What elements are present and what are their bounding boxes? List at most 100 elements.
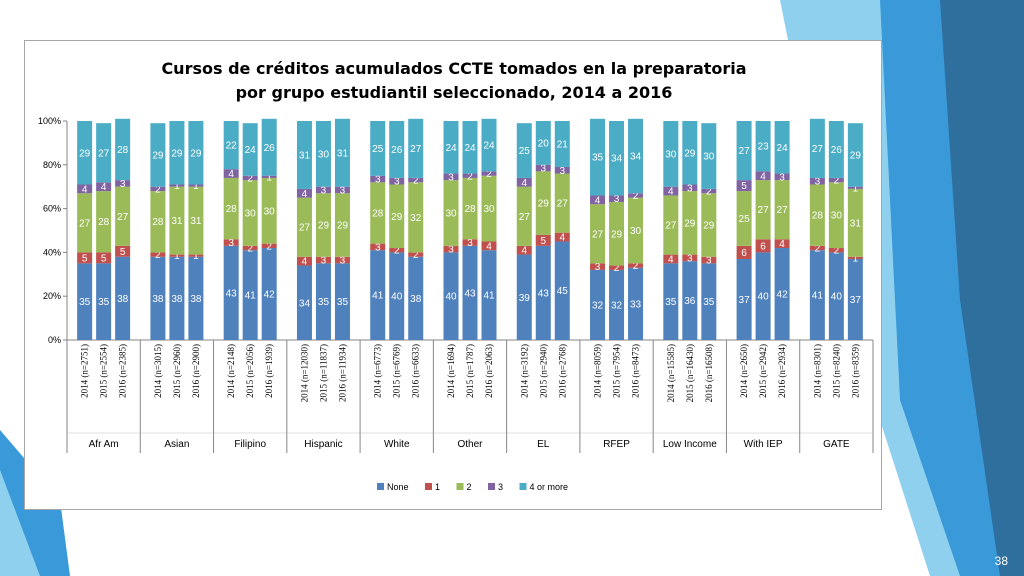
x-tick-label: 2014 (n=3192) — [519, 344, 529, 398]
bar-segment — [242, 245, 258, 251]
category-label: Filipino — [234, 439, 266, 450]
data-label: 1 — [193, 181, 199, 192]
y-tick-label: 100% — [38, 116, 61, 126]
bar-segment — [554, 232, 570, 242]
bar-segment — [242, 180, 258, 246]
data-label: 29 — [684, 218, 696, 229]
bar-segment — [609, 195, 625, 203]
data-label: 27 — [758, 205, 770, 216]
x-tick-label: 2016 (n=16508) — [704, 344, 714, 402]
bar-segment — [535, 171, 551, 235]
deco-shape-right-dark — [940, 0, 1024, 576]
bar-segment — [774, 248, 790, 340]
bar-segment — [115, 256, 131, 340]
data-label: 40 — [391, 292, 403, 303]
bar-segment — [261, 248, 277, 340]
data-label: 3 — [394, 177, 400, 188]
data-label: 3 — [120, 179, 126, 190]
data-label: 33 — [630, 299, 642, 310]
bar-segment — [443, 173, 459, 181]
data-label: 27 — [519, 212, 531, 223]
bar-segment — [150, 256, 166, 340]
x-tick-label: 2014 (n=15585) — [666, 344, 676, 402]
bar-segment — [334, 193, 350, 257]
bar-segment — [701, 123, 717, 189]
x-tick-label: 2016 (n=2385) — [118, 344, 128, 398]
data-label: 35 — [318, 297, 330, 308]
data-label: 40 — [445, 292, 457, 303]
data-label: 24 — [483, 141, 495, 152]
data-label: 4 — [521, 246, 527, 257]
x-tick-label: 2015 (n=2942) — [758, 344, 768, 398]
legend-swatch — [488, 483, 495, 490]
data-label: 34 — [611, 154, 623, 165]
bar-segment — [334, 256, 350, 264]
bar-segment — [408, 252, 424, 257]
bar-segment — [535, 245, 551, 340]
bar-segment — [847, 258, 863, 340]
bar-segment — [334, 118, 350, 187]
data-label: 41 — [483, 291, 495, 302]
x-tick-label: 2016 (n=8473) — [631, 344, 641, 398]
legend-label: None — [387, 482, 409, 492]
bar-segment — [554, 241, 570, 340]
bar-segment — [755, 171, 771, 181]
data-label: 29 — [611, 229, 623, 240]
data-label: 3 — [448, 172, 454, 183]
bar-segment — [223, 177, 239, 240]
x-tick-label: 2015 (n=2940) — [538, 344, 548, 398]
x-tick-label: 2015 (n=16430) — [685, 344, 695, 402]
data-label: 1 — [853, 253, 859, 264]
data-label: 30 — [831, 211, 843, 222]
x-tick-label: 2016 (n=2063) — [484, 344, 494, 398]
legend-swatch — [456, 483, 464, 490]
bar-segment — [315, 256, 331, 264]
data-label: 4 — [668, 254, 674, 265]
bar-segment — [774, 173, 790, 181]
data-label: 4 — [668, 187, 674, 198]
data-label: 30 — [318, 149, 330, 160]
bar-segment — [609, 269, 625, 340]
bar-segment — [628, 193, 644, 198]
bar-segment — [663, 195, 679, 255]
bar-segment — [590, 263, 606, 270]
data-label: 27 — [812, 144, 824, 155]
data-label: 4 — [101, 182, 107, 193]
bar-segment — [809, 177, 825, 185]
data-label: 28 — [152, 217, 164, 228]
bar-segment — [774, 121, 790, 174]
data-label: 6 — [760, 241, 766, 252]
data-label: 2 — [155, 184, 161, 195]
bar-segment — [628, 267, 644, 340]
data-label: 28 — [812, 211, 824, 222]
data-label: 28 — [372, 208, 384, 219]
bar-segment — [150, 191, 166, 253]
bar-segment — [169, 186, 185, 255]
data-label: 40 — [831, 292, 843, 303]
bar-segment — [755, 121, 771, 172]
category-label: GATE — [823, 439, 850, 450]
deco-shape-bottom-left-light — [0, 470, 40, 576]
data-label: 27 — [557, 199, 569, 210]
bar-segment — [462, 177, 478, 240]
data-label: 43 — [538, 288, 550, 299]
data-label: 26 — [831, 145, 843, 156]
data-label: 3 — [375, 175, 381, 186]
data-label: 29 — [337, 221, 349, 232]
data-label: 27 — [777, 205, 789, 216]
data-label: 5 — [120, 247, 126, 258]
chart-title: Cursos de créditos acumulados CCTE tomad… — [161, 59, 747, 78]
data-label: 5 — [540, 236, 546, 247]
bar-segment — [315, 121, 331, 187]
bar-segment — [682, 191, 698, 255]
data-label: 31 — [190, 216, 202, 227]
data-label: 27 — [117, 212, 129, 223]
bar-segment — [847, 256, 863, 259]
data-label: 29 — [171, 148, 183, 159]
data-label: 2 — [467, 171, 473, 182]
data-label: 20 — [538, 138, 550, 149]
bar-segment — [296, 265, 312, 340]
bar-segment — [535, 234, 551, 246]
y-tick-label: 40% — [43, 247, 61, 257]
data-label: 4 — [559, 233, 565, 244]
